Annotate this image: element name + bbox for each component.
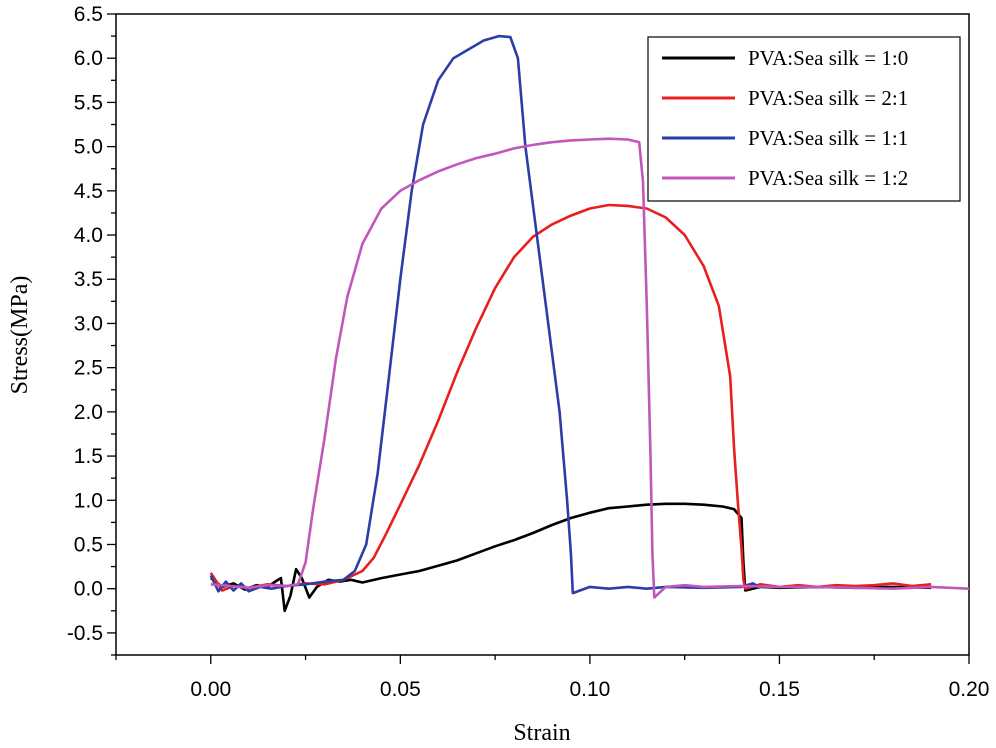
y-tick-label: 0.5 bbox=[74, 533, 103, 556]
x-axis-ticks: 0.00 0.05 0.10 0.15 0.20 bbox=[115, 655, 990, 701]
x-tick-label: 0.15 bbox=[759, 678, 800, 701]
y-tick-label: 1.5 bbox=[74, 445, 103, 468]
y-axis-ticks: -0.5 0.0 0.5 1.0 1.5 2.0 2.5 3.0 3.5 4.0 4.5 5.0 5.5… bbox=[67, 3, 116, 656]
x-tick-label: 0.10 bbox=[569, 678, 610, 701]
series-line-3 bbox=[209, 34, 762, 595]
series-line-1 bbox=[210, 502, 932, 613]
y-tick-label: 3.0 bbox=[74, 312, 103, 335]
plot-frame bbox=[115, 13, 970, 656]
y-tick-label: 2.5 bbox=[74, 357, 103, 380]
legend-label-1: PVA:Sea silk = 1:0 bbox=[748, 46, 908, 70]
y-tick-label: 6.5 bbox=[74, 3, 103, 26]
x-tick-label: 0.05 bbox=[380, 678, 421, 701]
legend-label-4: PVA:Sea silk = 1:2 bbox=[748, 166, 908, 190]
y-tick-label: 5.0 bbox=[74, 136, 103, 159]
x-tick-label: 0.00 bbox=[190, 678, 231, 701]
x-axis-title: Strain bbox=[513, 720, 570, 746]
y-tick-label: 6.0 bbox=[74, 47, 103, 70]
x-tick-label: 0.20 bbox=[949, 678, 990, 701]
y-tick-label: 1.0 bbox=[74, 489, 103, 512]
legend: PVA:Sea silk = 1:0 PVA:Sea silk = 2:1 PVA:… bbox=[647, 36, 961, 202]
legend-box bbox=[647, 36, 961, 202]
y-tick-label: -0.5 bbox=[67, 622, 103, 645]
y-axis-title: Stress(MPa) bbox=[7, 276, 33, 395]
y-tick-label: 5.5 bbox=[74, 91, 103, 114]
series-line-4 bbox=[210, 137, 970, 599]
y-tick-label: 4.5 bbox=[74, 180, 103, 203]
y-tick-label: 4.0 bbox=[74, 224, 103, 247]
series-line-2 bbox=[209, 203, 932, 592]
legend-label-3: PVA:Sea silk = 1:1 bbox=[748, 126, 908, 150]
legend-label-2: PVA:Sea silk = 2:1 bbox=[748, 86, 908, 110]
series-lines bbox=[209, 34, 970, 613]
y-tick-label: 2.0 bbox=[74, 401, 103, 424]
y-tick-label: 3.5 bbox=[74, 268, 103, 291]
y-tick-label: 0.0 bbox=[74, 578, 103, 601]
